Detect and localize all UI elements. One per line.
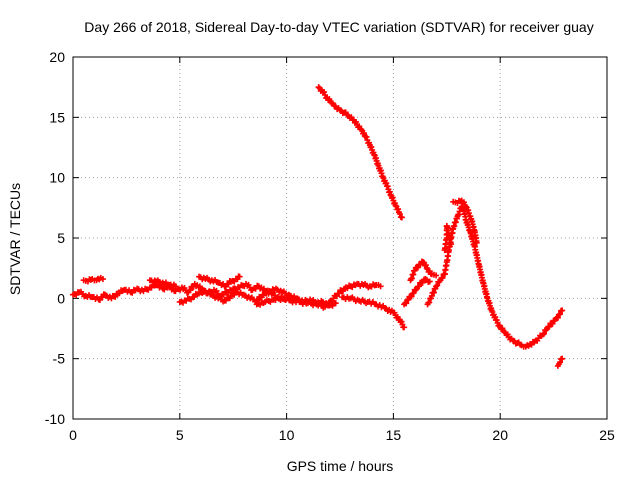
- data-point: [99, 276, 106, 283]
- data-point: [539, 331, 546, 338]
- data-point: [360, 130, 367, 137]
- y-tick-label: -5: [53, 351, 66, 367]
- data-point: [187, 287, 194, 294]
- y-tick-label: 5: [57, 230, 65, 246]
- data-point: [473, 239, 480, 246]
- data-point: [408, 293, 415, 300]
- x-tick-label: 10: [279, 427, 295, 443]
- data-point: [433, 272, 440, 279]
- grid-lines: [73, 57, 607, 419]
- y-tick-label: 0: [57, 290, 65, 306]
- data-point: [433, 283, 440, 290]
- axis-ticks: 0 5 10 15 20 25 -10 -5 0 5 10 15 20: [45, 49, 615, 443]
- data-point: [395, 206, 402, 213]
- data-point: [285, 291, 292, 298]
- data-point: [426, 299, 433, 306]
- y-tick-label: 20: [49, 49, 65, 65]
- data-point: [220, 291, 227, 298]
- data-point: [460, 199, 467, 206]
- data-point: [405, 296, 412, 303]
- data-point: [557, 359, 564, 366]
- data-point: [392, 202, 399, 209]
- y-axis-label: SDTVAR / TECUs: [7, 183, 23, 295]
- data-point: [493, 317, 500, 324]
- data-point: [191, 293, 198, 300]
- data-point: [403, 300, 410, 307]
- x-tick-label: 25: [599, 427, 615, 443]
- data-point: [332, 300, 339, 307]
- data-point: [439, 274, 446, 281]
- data-point: [322, 303, 329, 310]
- data-point: [116, 290, 123, 297]
- x-tick-label: 20: [492, 427, 508, 443]
- data-point: [546, 323, 553, 330]
- data-point: [320, 89, 327, 96]
- x-tick-label: 15: [386, 427, 402, 443]
- y-tick-label: 15: [49, 109, 65, 125]
- x-tick-label: 0: [69, 427, 77, 443]
- data-point: [225, 289, 232, 296]
- data-point: [322, 92, 329, 99]
- x-axis-label: GPS time / hours: [287, 458, 394, 474]
- data-point: [559, 307, 566, 314]
- x-tick-label: 5: [176, 427, 184, 443]
- data-point: [236, 273, 243, 280]
- data-point: [410, 290, 417, 296]
- data-points: [70, 84, 566, 369]
- data-point: [411, 267, 418, 274]
- data-point: [540, 330, 547, 337]
- data-point: [112, 293, 119, 300]
- data-point: [414, 264, 421, 271]
- data-point: [401, 324, 408, 331]
- data-point: [263, 290, 270, 297]
- data-point: [363, 133, 370, 140]
- data-point: [398, 214, 405, 221]
- data-point: [554, 314, 561, 321]
- data-point: [396, 210, 403, 217]
- data-point: [549, 320, 556, 327]
- data-point: [172, 283, 179, 290]
- data-point: [416, 283, 423, 290]
- y-tick-label: -10: [45, 411, 65, 427]
- data-point: [426, 278, 433, 285]
- chart-title: Day 266 of 2018, Sidereal Day-to-day VTE…: [84, 19, 593, 35]
- data-point: [557, 311, 564, 318]
- data-point: [448, 241, 455, 248]
- data-point: [422, 262, 429, 269]
- data-point: [419, 279, 426, 286]
- data-point: [559, 355, 566, 362]
- y-tick-label: 10: [49, 170, 65, 186]
- data-point: [434, 282, 441, 289]
- data-point: [129, 289, 136, 296]
- data-point: [377, 283, 384, 290]
- data-point: [398, 318, 405, 325]
